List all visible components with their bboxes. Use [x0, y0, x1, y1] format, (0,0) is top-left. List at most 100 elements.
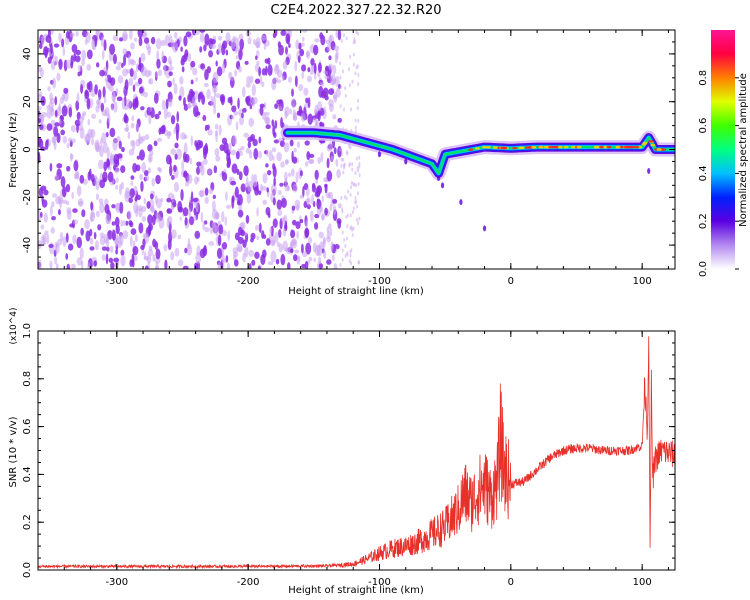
spectrogram-noise-blob — [357, 182, 360, 187]
spectrogram-noise-blob — [304, 228, 309, 238]
spectrogram-noise-blob — [170, 229, 177, 239]
x-tick-label: 100 — [633, 577, 652, 588]
spectrogram-noise-blob — [168, 66, 174, 71]
spectrogram-noise-blob — [76, 92, 80, 103]
spectrogram-noise-blob — [283, 142, 290, 153]
spectrogram-noise-blob — [66, 165, 71, 172]
spectrogram-noise-blob — [39, 211, 43, 218]
spectrogram-noise-blob — [257, 190, 262, 196]
spectrogram-noise-blob — [84, 218, 90, 230]
spectrogram-noise-blob — [291, 219, 297, 226]
spectrogram-noise-blob — [138, 132, 141, 144]
spectrogram-noise-blob — [355, 65, 358, 70]
spectrogram-noise-blob — [212, 194, 216, 199]
spectrogram-noise-blob — [101, 109, 108, 117]
spectrogram-noise-blob — [170, 114, 176, 125]
spectrogram-noise-blob — [213, 103, 217, 115]
spectrogram-noise-blob — [278, 229, 282, 238]
spectrogram-noise-blob — [307, 113, 313, 125]
spectrogram-noise-blob — [252, 180, 258, 187]
spectrogram-noise-blob — [101, 49, 105, 60]
spectrogram-noise-blob — [49, 205, 53, 217]
spectrogram-noise-blob — [293, 147, 297, 153]
spectrogram-noise-blob — [298, 83, 304, 92]
spectrogram-noise-blob — [326, 259, 332, 265]
spectrogram-noise-blob — [122, 30, 128, 42]
spectrogram-noise-blob — [193, 215, 197, 222]
spectrogram-noise-blob — [215, 155, 221, 162]
spectrogram-noise-blob — [132, 162, 138, 173]
y-tick-label: 40 — [22, 48, 33, 61]
spectrogram-noise-blob — [75, 100, 80, 111]
spectrogram-noise-blob — [240, 229, 246, 237]
spectrogram-noise-blob — [160, 197, 164, 203]
spectrogram-noise-blob — [339, 104, 342, 109]
spectrogram-noise-blob — [109, 152, 113, 164]
spectrogram-noise-blob — [169, 34, 173, 43]
spectrogram-noise-blob — [337, 30, 342, 41]
spectrogram-noise-blob — [280, 161, 285, 168]
spectrogram-noise-blob — [249, 104, 253, 110]
spectrogram-noise-blob — [120, 165, 126, 174]
spectrogram-noise-blob — [343, 238, 346, 243]
spectrogram-noise-blob — [67, 243, 74, 251]
spectrogram-noise-blob — [356, 166, 359, 171]
spectrogram-signal-blob — [459, 199, 463, 206]
colorbar: 0.0 0.2 0.4 0.6 0.8 Normalized spectral ampl… — [698, 30, 749, 277]
spectrogram-noise-blob — [311, 194, 314, 205]
spectrogram-noise-blob — [305, 242, 312, 255]
x-tick-label: -100 — [368, 577, 391, 588]
spectrogram-noise-blob — [57, 194, 64, 205]
spectrogram-noise-blob — [277, 190, 282, 196]
spectrogram-noise-blob — [329, 203, 333, 212]
spectrogram-noise-blob — [358, 173, 361, 178]
spectrogram-noise-blob — [274, 103, 279, 109]
spectrogram-noise-blob — [306, 75, 312, 83]
spectrogram-noise-blob — [173, 83, 178, 95]
spectrogram-hot-spot — [531, 145, 537, 149]
spectrogram-noise-blob — [60, 129, 66, 136]
spectrogram-noise-blob — [261, 230, 265, 239]
spectrogram-noise-blob — [344, 243, 347, 248]
spectrogram-noise-blob — [278, 44, 284, 56]
spectrogram-noise-blob — [120, 220, 124, 227]
spectrogram-noise-blob — [113, 53, 117, 65]
spectrogram-noise-blob — [308, 153, 315, 159]
spectrogram-noise-blob — [302, 30, 308, 33]
spectrogram-hot-spot — [481, 145, 487, 149]
spectrogram-noise-blob — [99, 69, 106, 77]
spectrogram-noise-blob — [106, 157, 110, 167]
spectrogram-noise-blob — [155, 174, 161, 185]
spectrogram-signal-blob — [647, 168, 651, 175]
spectrogram-noise-blob — [163, 107, 168, 120]
spectrogram-noise-blob — [295, 221, 301, 230]
spectrogram-noise-blob — [103, 161, 108, 172]
spectrogram-noise-blob — [193, 207, 197, 216]
spectrogram-noise-blob — [66, 263, 71, 269]
spectrogram-noise-blob — [221, 43, 226, 56]
spectrogram-noise-blob — [282, 227, 287, 237]
spectrogram-noise-blob — [104, 203, 110, 214]
spectrogram-noise-blob — [124, 127, 129, 132]
spectrogram-noise-blob — [319, 81, 325, 87]
spectrogram-noise-blob — [296, 204, 300, 212]
spectrogram-noise-blob — [161, 50, 165, 62]
spectrogram-noise-blob — [266, 149, 269, 157]
spectrogram-noise-blob — [281, 197, 287, 209]
spectrogram-noise-blob — [231, 115, 235, 120]
spectrogram-noise-blob — [317, 101, 322, 112]
spectrogram-noise-blob — [148, 223, 153, 231]
spectrogram-noise-blob — [349, 185, 352, 190]
spectrogram-noise-blob — [257, 150, 262, 159]
spectrogram-noise-blob — [237, 97, 240, 110]
spectrogram-noise-blob — [210, 38, 216, 45]
spectrogram-noise-blob — [43, 212, 49, 223]
spectrogram-noise-blob — [322, 250, 327, 259]
spectrogram-noise-blob — [173, 181, 180, 193]
spectrogram-noise-blob — [259, 105, 264, 116]
spectrogram-noise-blob — [221, 258, 227, 264]
spectrogram-noise-blob — [50, 227, 55, 234]
spectrogram-noise-blob — [158, 167, 162, 173]
spectrogram-noise-blob — [326, 157, 330, 169]
spectrogram-noise-blob — [204, 33, 210, 46]
